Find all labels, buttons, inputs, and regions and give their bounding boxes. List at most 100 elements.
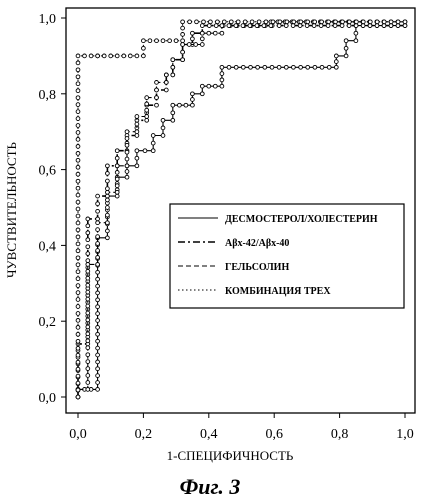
data-point bbox=[361, 24, 365, 28]
data-point bbox=[191, 31, 195, 35]
x-tick-label: 0,6 bbox=[265, 427, 283, 442]
data-point bbox=[271, 20, 275, 24]
data-point bbox=[76, 89, 80, 93]
data-point bbox=[76, 332, 80, 336]
data-point bbox=[106, 236, 110, 240]
data-point bbox=[76, 305, 80, 309]
data-point bbox=[354, 24, 358, 28]
data-point bbox=[96, 374, 100, 378]
data-point bbox=[76, 277, 80, 281]
data-point bbox=[161, 126, 165, 130]
data-point bbox=[135, 156, 139, 160]
data-point bbox=[106, 213, 110, 217]
data-point bbox=[382, 20, 386, 24]
data-point bbox=[125, 170, 129, 174]
data-point bbox=[285, 20, 289, 24]
data-point bbox=[263, 65, 267, 69]
y-axis: 0,00,20,40,60,81,0 bbox=[39, 12, 67, 406]
data-point bbox=[76, 381, 80, 385]
x-axis: 0,00,20,40,60,81,0 bbox=[69, 413, 414, 442]
data-point bbox=[148, 39, 152, 43]
data-point bbox=[344, 39, 348, 43]
data-point bbox=[86, 245, 90, 249]
data-point bbox=[115, 171, 119, 175]
data-point bbox=[86, 297, 90, 301]
data-point bbox=[220, 65, 224, 69]
data-point bbox=[207, 84, 211, 88]
data-point bbox=[220, 72, 224, 76]
data-point bbox=[250, 20, 254, 24]
data-point bbox=[86, 339, 90, 343]
data-point bbox=[96, 235, 100, 239]
y-tick-label: 1,0 bbox=[39, 12, 57, 27]
data-point bbox=[171, 58, 175, 62]
data-point bbox=[76, 145, 80, 149]
data-point bbox=[313, 20, 317, 24]
data-point bbox=[115, 156, 119, 160]
data-point bbox=[181, 50, 185, 54]
data-point bbox=[86, 318, 90, 322]
data-point bbox=[340, 24, 344, 28]
data-point bbox=[396, 20, 400, 24]
data-point bbox=[188, 20, 192, 24]
data-point bbox=[86, 283, 90, 287]
data-point bbox=[86, 374, 90, 378]
data-point bbox=[96, 381, 100, 385]
data-point bbox=[135, 130, 139, 134]
data-point bbox=[171, 103, 175, 107]
data-point bbox=[191, 37, 195, 41]
data-point bbox=[96, 339, 100, 343]
data-point bbox=[327, 20, 331, 24]
data-point bbox=[125, 143, 129, 147]
data-point bbox=[76, 138, 80, 142]
data-point bbox=[155, 96, 159, 100]
data-point bbox=[86, 346, 90, 350]
legend-label: КОМБИНАЦИЯ ТРЕХ bbox=[225, 286, 331, 297]
data-point bbox=[347, 24, 351, 28]
data-point bbox=[155, 88, 159, 92]
data-point bbox=[403, 20, 407, 24]
data-point bbox=[96, 332, 100, 336]
data-point bbox=[76, 207, 80, 211]
data-point bbox=[161, 118, 165, 122]
data-point bbox=[255, 24, 259, 28]
data-point bbox=[174, 39, 178, 43]
data-point bbox=[135, 134, 139, 138]
data-point bbox=[125, 137, 129, 141]
data-point bbox=[76, 200, 80, 204]
data-point bbox=[96, 284, 100, 288]
data-point bbox=[86, 231, 90, 235]
data-point bbox=[327, 65, 331, 69]
data-point bbox=[241, 24, 245, 28]
data-point bbox=[181, 43, 185, 47]
data-point bbox=[76, 360, 80, 364]
data-point bbox=[96, 326, 100, 330]
data-point bbox=[243, 20, 247, 24]
data-point bbox=[368, 20, 372, 24]
data-point bbox=[194, 43, 198, 47]
data-point bbox=[76, 96, 80, 100]
data-point bbox=[135, 54, 139, 58]
data-point bbox=[96, 209, 100, 213]
data-point bbox=[249, 65, 253, 69]
data-point bbox=[195, 20, 199, 24]
data-point bbox=[115, 194, 119, 198]
data-point bbox=[76, 61, 80, 65]
data-point bbox=[135, 122, 139, 126]
x-tick-label: 0,4 bbox=[200, 427, 218, 442]
figure-caption: Фиг. 3 bbox=[180, 474, 241, 499]
data-point bbox=[122, 54, 126, 58]
data-point bbox=[76, 319, 80, 323]
data-point bbox=[333, 24, 337, 28]
data-point bbox=[86, 252, 90, 256]
data-point bbox=[76, 270, 80, 274]
data-point bbox=[106, 179, 110, 183]
y-tick-label: 0,0 bbox=[39, 391, 57, 406]
data-point bbox=[181, 58, 185, 62]
data-point bbox=[76, 298, 80, 302]
data-point bbox=[96, 291, 100, 295]
data-point bbox=[115, 177, 119, 181]
data-point bbox=[344, 46, 348, 50]
data-point bbox=[96, 54, 100, 58]
data-point bbox=[106, 198, 110, 202]
